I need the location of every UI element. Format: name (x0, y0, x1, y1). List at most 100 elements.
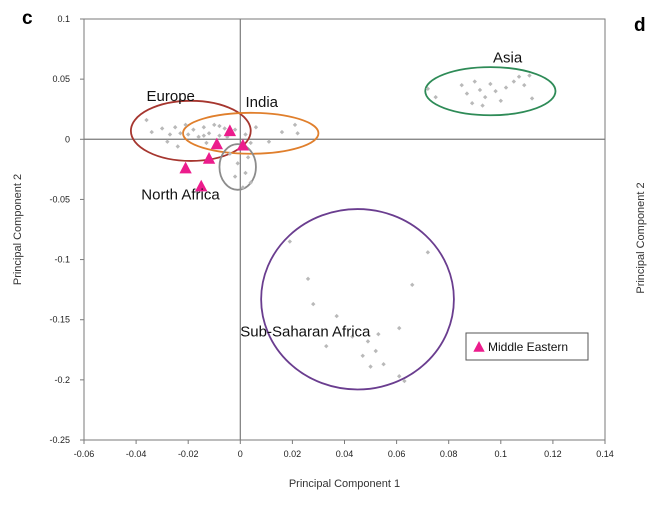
data-point (217, 123, 222, 129)
x-tick-label: 0.08 (440, 449, 458, 459)
data-point (472, 79, 477, 84)
data-point (381, 362, 386, 367)
middle-eastern-marker (236, 138, 250, 151)
data-point (373, 348, 378, 354)
data-point (212, 122, 217, 128)
india-ellipse (182, 111, 320, 155)
data-point (243, 132, 248, 137)
data-point (482, 94, 488, 100)
middle-eastern-marker (179, 161, 192, 174)
data-point (334, 313, 339, 319)
asia-label: Asia (493, 49, 523, 66)
legend-label: Middle Eastern (488, 340, 568, 354)
data-point (488, 81, 493, 87)
x-tick-label: 0.12 (544, 449, 562, 459)
y-tick-label: -0.1 (54, 255, 70, 265)
x-tick-label: 0.02 (284, 449, 302, 459)
data-points (144, 73, 535, 384)
x-tick-labels: -0.06 -0.04 -0.02 0 0.02 0.04 0.06 0.08 0.1 0.12 0… (74, 440, 614, 459)
data-point (305, 276, 311, 282)
data-point (397, 374, 402, 379)
data-point (232, 127, 238, 132)
data-point (365, 339, 371, 344)
data-point (167, 132, 173, 137)
middle-eastern-marker (195, 179, 208, 192)
y-axis-title: Principal Component 2 (12, 174, 24, 285)
x-axis-title: Principal Component 1 (289, 478, 400, 490)
middle-eastern-markers (179, 124, 250, 192)
data-point (464, 91, 470, 96)
data-point (201, 125, 207, 130)
data-point (186, 132, 191, 137)
legend-box (465, 332, 589, 361)
asia-ellipse (424, 66, 557, 117)
middle-eastern-marker (202, 152, 216, 164)
data-point (175, 144, 180, 149)
y-tick-label: 0.05 (52, 74, 70, 84)
legend: Middle Eastern (465, 332, 589, 361)
data-point (360, 353, 365, 358)
data-point (350, 334, 355, 339)
data-point (240, 185, 246, 190)
data-point (522, 82, 527, 88)
x-tick-label: -0.04 (126, 449, 147, 459)
data-point (178, 131, 183, 136)
data-point (222, 126, 227, 131)
data-point (248, 180, 253, 185)
data-point (172, 125, 178, 130)
y-tick-label: 0.1 (57, 14, 70, 24)
data-point (469, 101, 475, 106)
data-point (227, 151, 233, 156)
data-point (287, 239, 292, 244)
data-point (292, 122, 298, 128)
data-point (235, 161, 240, 166)
middle-eastern-marker (223, 124, 237, 137)
data-point (376, 331, 381, 337)
data-point (410, 282, 415, 288)
data-point (397, 325, 402, 331)
data-point (204, 140, 209, 146)
north-africa-ellipse (218, 143, 257, 191)
data-point (459, 82, 464, 88)
sub-saharan-africa-label: Sub-Saharan Africa (240, 324, 371, 341)
middle-eastern-marker (210, 137, 224, 150)
legend-triangle-marker (473, 341, 485, 352)
data-point (433, 94, 438, 100)
india-label: India (246, 94, 279, 111)
axis-lines (84, 19, 605, 440)
data-point (253, 125, 259, 130)
data-point (159, 126, 165, 131)
data-point (493, 88, 498, 94)
data-point (425, 86, 431, 91)
north-africa-label: North Africa (141, 186, 220, 203)
europe-label: Europe (147, 88, 195, 105)
x-tick-label: -0.06 (74, 449, 95, 459)
data-point (511, 79, 517, 84)
data-point (295, 131, 300, 136)
data-point (201, 133, 207, 138)
x-tick-label: 0 (238, 449, 243, 459)
sub-saharan-africa-ellipse (260, 208, 455, 391)
data-point (516, 74, 522, 79)
x-tick-label: 0.1 (495, 449, 508, 459)
data-point (480, 103, 485, 108)
y-tick-label: -0.05 (49, 194, 70, 204)
right-panel-y-axis-title: Principal Component 2 (635, 182, 647, 293)
y-tick-labels: 0.1 0.05 0 -0.05 -0.1 -0.15 -0.2 -0.25 (49, 14, 84, 445)
data-point (217, 133, 222, 138)
cluster-labels: Europe India North Africa Asia Sub-Saharan A… (141, 49, 523, 340)
data-point (248, 140, 253, 146)
data-point (191, 127, 196, 132)
data-point (529, 96, 535, 101)
y-tick-label: -0.25 (49, 435, 70, 445)
data-point (402, 378, 407, 384)
data-point (266, 139, 272, 144)
cluster-ellipses (129, 66, 557, 391)
data-point (196, 134, 201, 140)
x-tick-label: 0.06 (388, 449, 406, 459)
data-point (311, 301, 316, 307)
data-point (206, 131, 212, 136)
x-tick-label: 0.14 (596, 449, 614, 459)
scatter-plot: -0.06 -0.04 -0.02 0 0.02 0.04 0.06 0.08 0.1 0.12 0… (49, 14, 613, 459)
